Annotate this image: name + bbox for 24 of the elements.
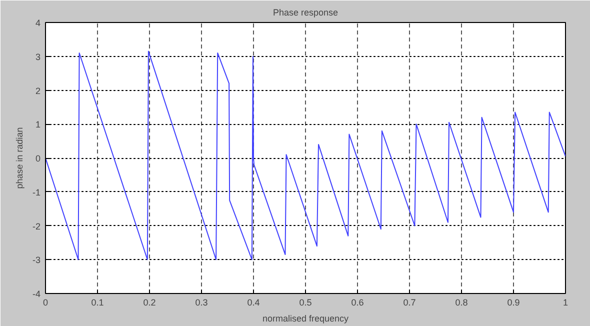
y-tick-label: -2 [32, 221, 41, 232]
y-tick-label: -4 [32, 289, 41, 299]
x-tick-label: 0.8 [455, 298, 468, 308]
y-tick-label: 2 [35, 86, 41, 96]
y-tick-label: 0 [35, 154, 41, 164]
line-series [46, 50, 566, 260]
x-tick-label: 0.6 [351, 298, 364, 308]
x-tick-label: 0.2 [143, 298, 156, 308]
x-tick-label: 0.1 [91, 298, 104, 308]
x-axis-title: normalised frequency [262, 314, 350, 324]
x-tick-label: 1 [562, 298, 568, 308]
x-tick-label: 0.3 [195, 298, 208, 308]
y-tick-label: 1 [35, 120, 41, 130]
y-tick-label: 3 [35, 52, 41, 62]
y-axis-title: phase in radian [14, 127, 24, 189]
x-tick-label: 0.5 [299, 298, 312, 308]
y-tick-label: 4 [35, 18, 41, 28]
chart-title: Phase response [272, 8, 338, 18]
x-tick-label: 0.7 [403, 298, 416, 308]
x-tick-label: 0.9 [507, 298, 520, 308]
x-tick-label: 0 [42, 298, 48, 308]
x-tick-label: 0.4 [247, 298, 260, 308]
y-tick-label: -1 [32, 187, 41, 198]
y-tick-label: -3 [32, 255, 41, 266]
